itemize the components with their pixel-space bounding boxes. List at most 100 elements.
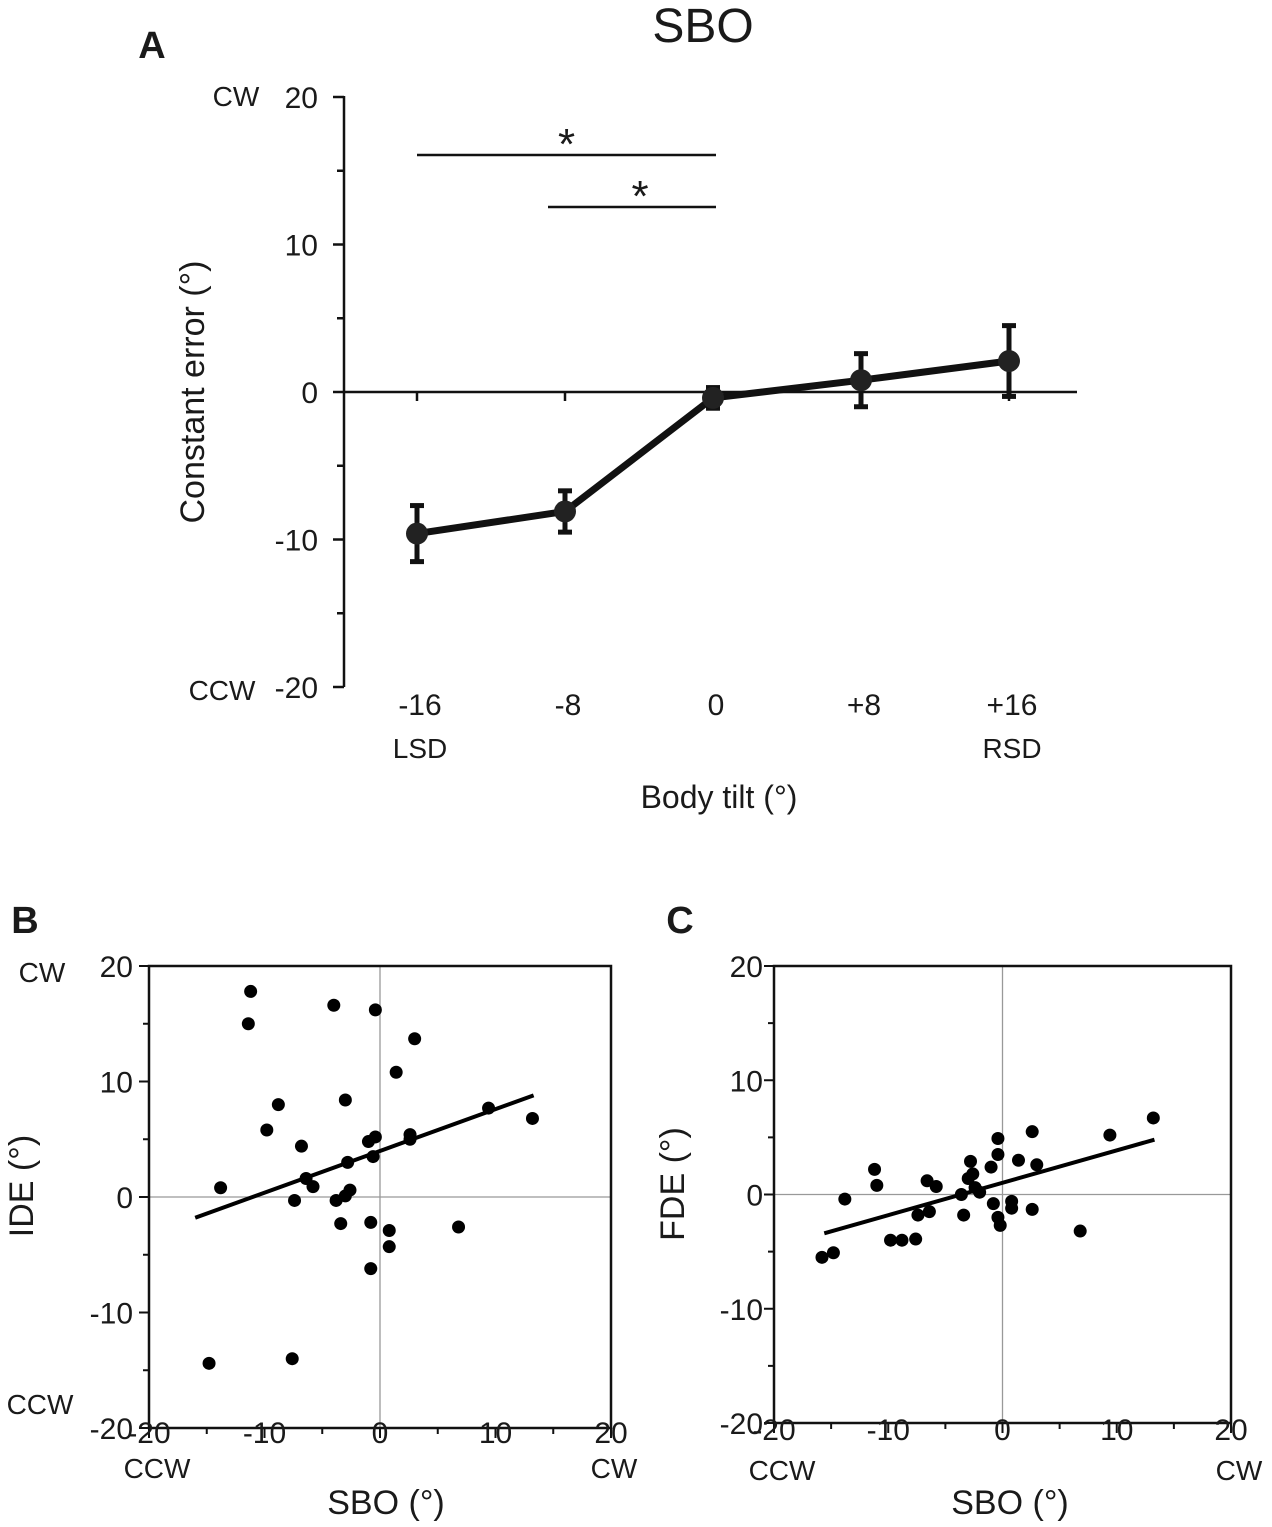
scatter-point [1030, 1158, 1044, 1172]
panel-b-y-axis-label: IDE (°) [3, 1135, 41, 1237]
scatter-point [408, 1032, 422, 1046]
scatter-point [1146, 1111, 1160, 1125]
scatter-point [909, 1232, 923, 1246]
x-tick-label: 10 [1100, 1414, 1133, 1447]
panel-a-y-tick-label: -20 [275, 672, 318, 705]
panel-c: C CCW CW FDE (°) SBO (°) -20-20 -10 -10 0 0 1… [654, 900, 1263, 1522]
panel-a-y-axis: -20 -10 0 10 20 [275, 82, 346, 705]
panel-b-y-ccw-label: CCW [7, 1389, 74, 1420]
data-point [702, 386, 724, 409]
scatter-point [1005, 1194, 1019, 1208]
scatter-point [986, 1197, 1000, 1211]
y-tick-label: 20 [730, 951, 763, 984]
panel-c-x-ccw-label: CCW [749, 1455, 816, 1486]
panel-a-x-axis-label: Body tilt (°) [641, 779, 798, 815]
figure-title: SBO [652, 0, 753, 53]
panel-a-x-tick-label: +8 [847, 689, 881, 722]
panel-c-y-axis-label: FDE (°) [654, 1127, 692, 1241]
scatter-point [329, 1193, 343, 1207]
y-tick-label: 10 [730, 1065, 763, 1098]
scatter-point [1025, 1202, 1039, 1216]
scatter-point [382, 1240, 396, 1254]
x-tick-label: 0 [994, 1414, 1011, 1447]
panel-b: B CW CCW CCW CW IDE (°) SBO (°) -20-20 -1… [3, 900, 638, 1522]
x-tick-label: -10 [243, 1417, 286, 1450]
panel-a-ccw-label: CCW [189, 675, 256, 706]
regression-line [194, 1093, 535, 1220]
scatter-point [993, 1218, 1007, 1232]
scatter-point [260, 1123, 274, 1137]
y-tick-label: 0 [746, 1180, 763, 1213]
panel-a-x-tick-label: +16 [987, 689, 1038, 722]
significance-star: * [631, 172, 648, 221]
scatter-point [868, 1162, 882, 1176]
scatter-point [364, 1215, 378, 1229]
panel-a-x-tick-label: -8 [555, 689, 582, 722]
data-point [998, 350, 1020, 373]
scatter-point [991, 1148, 1005, 1162]
scatter-point [382, 1223, 396, 1237]
scatter-point [202, 1356, 216, 1370]
scatter-point [288, 1193, 302, 1207]
panel-a: SBO A CW CCW Constant error (°) Body til… [138, 0, 1077, 815]
panel-a-y-tick-label: -10 [275, 525, 318, 558]
panel-b-x-axis-label: SBO (°) [327, 1484, 445, 1522]
scatter-point [241, 1017, 255, 1031]
scatter-point [826, 1246, 840, 1260]
scatter-point [244, 984, 258, 998]
scatter-point [984, 1160, 998, 1174]
scatter-point [1103, 1128, 1117, 1142]
significance-star: * [558, 120, 575, 169]
scatter-point [525, 1111, 539, 1125]
scatter-point [964, 1154, 978, 1168]
x-tick-label: 0 [372, 1417, 389, 1450]
panel-a-x-sublabel: RSD [982, 733, 1041, 764]
panel-b-plot-area: -20-20 -10 -10 0 0 10 10 20 20 [90, 951, 628, 1450]
panel-a-label: A [138, 25, 165, 67]
scatter-point [870, 1178, 884, 1192]
panel-a-y-tick-label: 0 [301, 377, 318, 410]
scatter-point [368, 1003, 382, 1017]
scatter-point [815, 1250, 829, 1264]
y-tick-label: -10 [90, 1298, 133, 1331]
scatter-point [1073, 1224, 1087, 1238]
x-tick-label: 10 [479, 1417, 512, 1450]
scatter-point [285, 1352, 299, 1366]
panel-b-label: B [11, 900, 38, 942]
regression-line [823, 1137, 1155, 1236]
scatter-point [966, 1167, 980, 1181]
panel-b-x-cw-label: CW [591, 1453, 638, 1484]
x-tick-label: -20 [127, 1417, 170, 1450]
scatter-point [991, 1132, 1005, 1146]
panel-a-x-axis: -16 LSD -8 0 +8 +16 RSD [344, 390, 1077, 764]
scatter-point [895, 1233, 909, 1247]
x-tick-label: -10 [867, 1414, 910, 1447]
scatter-point [838, 1192, 852, 1206]
x-tick-label: 20 [1214, 1414, 1247, 1447]
scatter-point [361, 1135, 375, 1149]
data-point [554, 500, 576, 523]
scatter-point [334, 1217, 348, 1231]
panel-a-cw-label: CW [213, 81, 260, 112]
scatter-point [922, 1205, 936, 1219]
y-tick-label: -20 [90, 1413, 133, 1446]
scatter-point [338, 1093, 352, 1107]
scatter-point [389, 1065, 403, 1079]
panel-a-x-tick-label: 0 [708, 689, 725, 722]
x-tick-label: -20 [752, 1414, 795, 1447]
scatter-point [884, 1233, 898, 1247]
scatter-point [327, 998, 341, 1012]
scatter-point [1025, 1125, 1039, 1139]
y-tick-label: 10 [100, 1067, 133, 1100]
panel-b-y-cw-label: CW [19, 957, 66, 988]
panel-a-y-tick-label: 10 [285, 230, 318, 263]
y-tick-label: -10 [720, 1294, 763, 1327]
panel-a-y-axis-label: Constant error (°) [174, 260, 212, 523]
panel-c-plot-area: -20-20 -10 -10 0 0 10 10 20 20 [720, 951, 1248, 1447]
scatter-point [452, 1220, 466, 1234]
panel-c-x-axis-label: SBO (°) [951, 1484, 1069, 1522]
panel-c-label: C [666, 900, 693, 942]
panel-a-significance: ** [417, 120, 716, 221]
y-tick-label: -20 [720, 1408, 763, 1441]
